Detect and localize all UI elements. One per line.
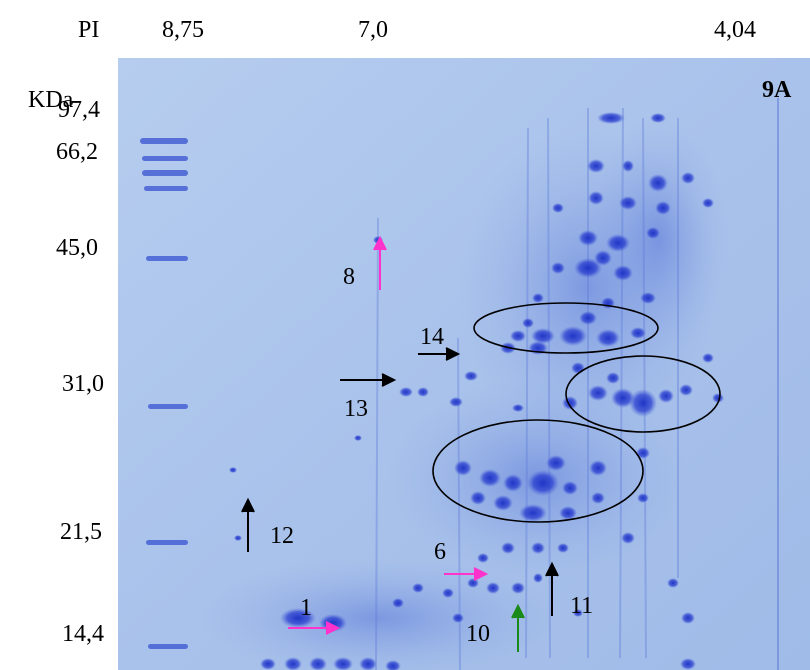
spot-label-10: 10: [466, 622, 490, 646]
mw-tick-21-5: 21,5: [60, 520, 102, 544]
gel-image: [118, 58, 810, 670]
pi-axis-label: PI: [78, 18, 99, 42]
mw-tick-31-0: 31,0: [62, 372, 104, 396]
panel-label: 9A: [762, 78, 791, 102]
spot-label-6: 6: [434, 540, 446, 564]
spot-label-8: 8: [343, 265, 355, 289]
pi-tick-4-04: 4,04: [714, 18, 756, 42]
mw-tick-97-4: 97,4: [58, 98, 100, 122]
pi-tick-7-0: 7,0: [358, 18, 388, 42]
spot-label-14: 14: [420, 325, 444, 349]
gel-svg: [118, 58, 810, 670]
spot-label-11: 11: [570, 594, 593, 618]
spot-label-13: 13: [344, 397, 368, 421]
mw-tick-14-4: 14,4: [62, 622, 104, 646]
spot-label-1: 1: [300, 596, 312, 620]
mw-tick-45-0: 45,0: [56, 236, 98, 260]
pi-tick-8-75: 8,75: [162, 18, 204, 42]
mw-tick-66-2: 66,2: [56, 140, 98, 164]
spot-label-12: 12: [270, 524, 294, 548]
